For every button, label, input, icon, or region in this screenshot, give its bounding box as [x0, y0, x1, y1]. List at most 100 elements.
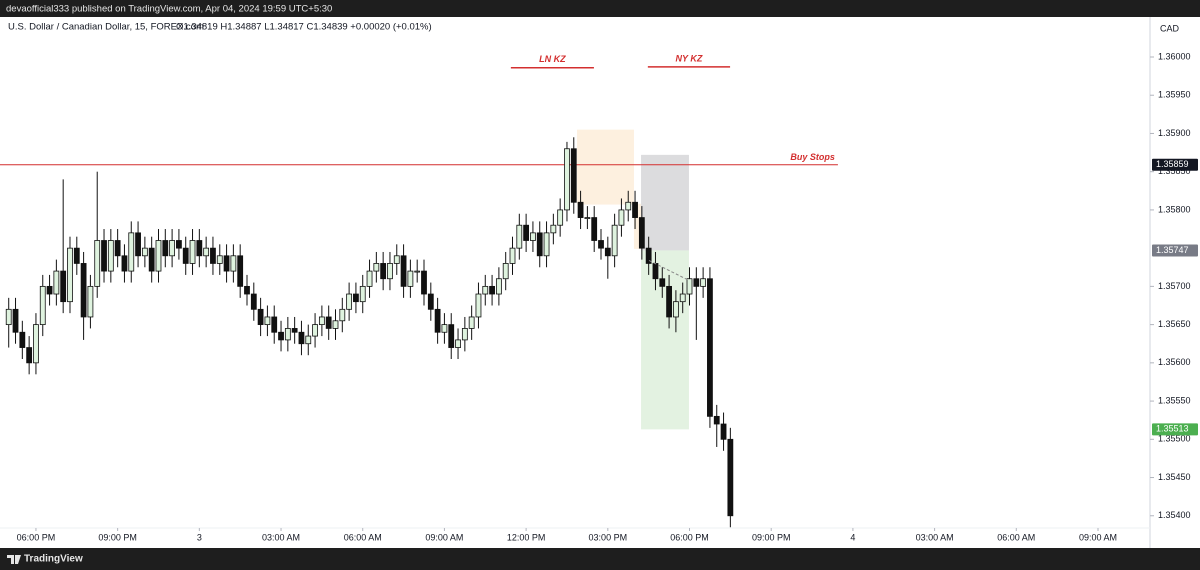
- symbol: U.S. Dollar / Canadian Dollar, 15, FOREX…: [8, 22, 204, 33]
- candle-body: [196, 240, 203, 257]
- candle-body: [557, 209, 564, 226]
- logo: [7, 555, 21, 564]
- candle-body: [107, 240, 114, 272]
- bottom-bar: [0, 548, 1200, 570]
- x-tick-label: 09:00 PM: [752, 532, 791, 542]
- candle-body: [325, 316, 332, 329]
- price-label-box: [1152, 244, 1198, 257]
- buy-stops-label: Buy Stops: [790, 152, 835, 162]
- kill-zone-label: LN KZ: [539, 54, 566, 64]
- candle-body: [141, 247, 148, 257]
- candle-body: [230, 255, 237, 272]
- candle-body: [584, 217, 591, 219]
- candle-body: [148, 247, 155, 272]
- y-tick-label: 1.35400: [1158, 510, 1191, 520]
- candle-body: [672, 301, 679, 318]
- currency: CAD: [1160, 23, 1180, 33]
- candle-body: [720, 423, 727, 440]
- candle-body: [679, 293, 686, 303]
- candle-body: [169, 240, 176, 257]
- candle-body: [5, 308, 12, 326]
- candle-body: [250, 293, 257, 310]
- position-guide: [648, 259, 690, 281]
- candle-body: [434, 308, 441, 333]
- candle-body: [516, 224, 523, 249]
- candle-body: [73, 247, 80, 264]
- candle-body: [353, 293, 359, 303]
- candle-body: [441, 324, 448, 333]
- candle-body: [284, 328, 291, 341]
- price-label: 1.35859: [1156, 159, 1189, 169]
- candle-body: [182, 247, 189, 264]
- candle-body: [543, 232, 550, 257]
- kill-zone-label: NY KZ: [676, 53, 703, 63]
- candle-body: [550, 224, 557, 234]
- x-tick-label: 03:00 AM: [916, 532, 954, 542]
- price-label-box: [1152, 158, 1198, 171]
- price-label-box: [1152, 423, 1198, 436]
- candle-body: [87, 285, 94, 318]
- stop-zone: [641, 154, 689, 251]
- candle-body: [632, 201, 638, 218]
- candle-body: [216, 255, 223, 264]
- candle-body: [339, 308, 346, 322]
- candle-body: [298, 331, 305, 345]
- candle-body: [645, 247, 652, 264]
- candle-body: [271, 316, 278, 333]
- candle-body: [223, 255, 230, 272]
- candle-body: [67, 247, 73, 303]
- candle-body: [686, 278, 693, 295]
- candle-body: [33, 324, 39, 364]
- y-tick-label: 1.35600: [1158, 357, 1191, 367]
- candle-body: [257, 308, 264, 326]
- candle-body: [291, 328, 298, 333]
- price-label: 1.35747: [1156, 245, 1189, 255]
- x-tick-label: 3: [197, 532, 202, 542]
- candle-body: [305, 335, 312, 345]
- y-tick-label: 1.35950: [1158, 90, 1191, 100]
- candle-body: [468, 316, 475, 329]
- candle-body: [591, 217, 598, 241]
- y-tick-label: 1.35700: [1158, 281, 1191, 291]
- candle-body: [387, 263, 393, 280]
- candle-body: [652, 263, 659, 280]
- x-tick-label: 4: [850, 532, 855, 542]
- x-tick-label: 09:00 AM: [425, 532, 463, 542]
- candle-body: [210, 247, 216, 264]
- candle-body: [666, 285, 672, 318]
- y-tick-label: 1.35450: [1158, 472, 1191, 482]
- candle-body: [264, 316, 271, 326]
- candle-body: [693, 278, 700, 287]
- candle-body: [564, 148, 570, 211]
- x-tick-label: 03:00 AM: [262, 532, 300, 542]
- candle-body: [244, 285, 250, 295]
- candle-body: [80, 263, 87, 318]
- candle-body: [523, 224, 530, 241]
- candle-body: [366, 270, 373, 287]
- x-tick-label: 03:00 PM: [589, 532, 628, 542]
- candle-body: [318, 316, 325, 326]
- candle-body: [570, 148, 577, 203]
- candle-body: [577, 201, 584, 218]
- candle-body: [114, 240, 121, 257]
- candle-body: [400, 255, 407, 287]
- y-tick-label: 1.35900: [1158, 128, 1191, 138]
- candle-body: [727, 438, 734, 517]
- candle-body: [162, 240, 169, 257]
- candle-body: [60, 270, 67, 303]
- candle-body: [359, 285, 366, 303]
- candle-body: [625, 201, 632, 211]
- candle-body: [128, 232, 135, 272]
- candle-body: [312, 324, 318, 337]
- candle-body: [12, 308, 19, 333]
- candle-body: [121, 255, 128, 272]
- x-tick-label: 06:00 AM: [344, 532, 382, 542]
- y-tick-label: 1.35650: [1158, 319, 1191, 329]
- y-tick-label: 1.35550: [1158, 395, 1191, 405]
- candle-body: [461, 328, 468, 341]
- candle-body: [455, 339, 461, 348]
- x-tick-label: 06:00 PM: [670, 532, 709, 542]
- candle-body: [373, 263, 380, 272]
- candle-body: [176, 240, 182, 249]
